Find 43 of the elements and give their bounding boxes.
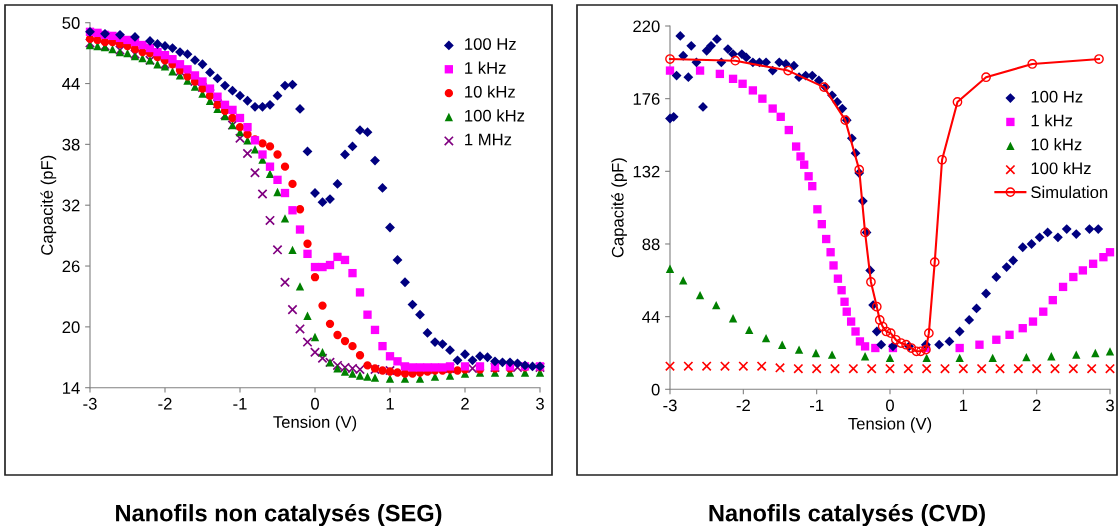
y-tick-label: 14 [63,382,80,394]
x-axis-title: Tension (V) [273,415,357,432]
legend-label: 10 kHz [1031,138,1082,151]
x-tick-label: -3 [663,399,677,412]
y-tick-label: 44 [62,78,80,90]
y-tick-label: 50 [62,17,80,29]
x-tick-label: -1 [810,399,824,412]
x-tick-label: -3 [83,397,97,410]
x-tick-label: 1 [959,399,968,412]
x-tick-label: 2 [1032,399,1041,412]
y-tick-label: 220 [633,20,660,33]
x-tick-label: -1 [233,398,247,410]
x-tick-label: 0 [886,399,894,412]
x-axis-title: Tension (V) [848,417,932,433]
y-tick-label: 20 [62,321,80,334]
x-tick-label: -2 [158,397,172,410]
y-tick-label: 26 [62,260,80,273]
legend-label: 1 kHz [1031,114,1073,127]
y-axis-title: Capacité (pF) [40,155,57,255]
legend-label: 10 kHz [465,85,515,98]
legend-label: 100 Hz [1031,90,1083,103]
y-tick-label: 132 [633,165,660,178]
y-tick-label: 176 [633,93,660,105]
text: Nanofils catalysés (CVD) [709,503,985,527]
text: Nanofils non catalysés (SEG) [116,503,442,527]
y-axis-title: Capacité (pF) [611,158,627,258]
x-tick-label: 2 [461,397,469,410]
legend-label: Simulation [1031,185,1108,199]
y-tick-label: 0 [651,383,660,396]
y-tick-label: 38 [62,138,80,151]
x-tick-label: -2 [736,399,750,412]
x-tick-label: 1 [386,398,394,410]
legend-label: 100 kHz [465,109,525,122]
legend-label: 1 MHz [465,133,512,146]
legend-label: 100 kHz [1031,161,1091,175]
legend-label: 100 Hz [465,38,516,50]
y-tick-label: 88 [642,238,660,251]
legend-label: 1 kHz [465,61,506,74]
x-tick-label: 3 [536,397,544,410]
x-tick-label: 3 [1106,399,1114,412]
y-tick-label: 32 [62,199,80,212]
y-tick-label: 44 [642,311,660,323]
x-tick-label: 0 [311,397,319,410]
